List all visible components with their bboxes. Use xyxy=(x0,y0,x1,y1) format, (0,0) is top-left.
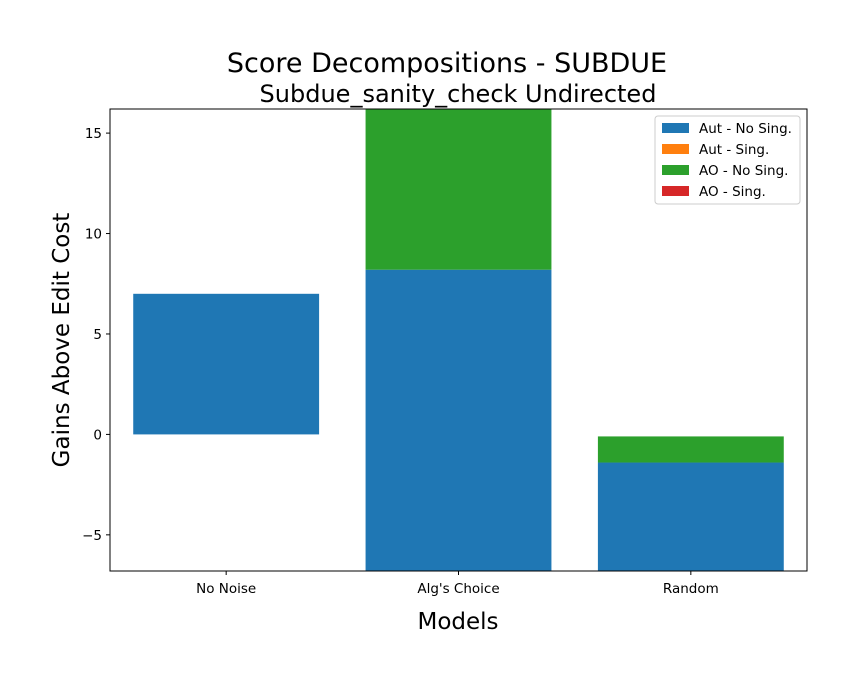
chart-title: Score Decompositions - SUBDUE xyxy=(227,48,667,79)
y-tick-label: 5 xyxy=(93,327,102,343)
x-tick-label: Random xyxy=(663,581,719,597)
legend-label: AO - No Sing. xyxy=(699,163,788,179)
y-axis-ticks: −5 0 5 10 15 xyxy=(82,126,110,544)
y-tick-label: 10 xyxy=(85,227,102,243)
chart-subtitle: Subdue_sanity_check Undirected xyxy=(260,80,657,108)
legend-label: AO - Sing. xyxy=(699,184,766,200)
x-axis-ticks: No Noise Alg's Choice Random xyxy=(196,571,719,597)
y-tick-label: −5 xyxy=(82,528,102,544)
legend-swatch xyxy=(662,123,689,133)
legend-swatch xyxy=(662,144,689,154)
x-tick-label: No Noise xyxy=(196,581,256,597)
y-axis-label: Gains Above Edit Cost xyxy=(49,213,75,468)
legend-label: Aut - No Sing. xyxy=(699,121,792,137)
legend-label: Aut - Sing. xyxy=(699,142,769,158)
legend-swatch xyxy=(662,165,689,175)
y-tick-label: 15 xyxy=(85,126,102,142)
bar-2-1 xyxy=(365,109,552,270)
legend-swatch xyxy=(662,186,689,196)
bar-0-2 xyxy=(597,462,784,571)
legend: Aut - No Sing. Aut - Sing. AO - No Sing. AO… xyxy=(654,115,801,205)
bar-0-1 xyxy=(365,269,552,571)
bars-group xyxy=(133,109,784,571)
y-tick-label: 0 xyxy=(93,427,102,443)
bar-2-2 xyxy=(597,436,784,463)
x-axis-label: Models xyxy=(417,609,498,635)
legend-box xyxy=(654,115,801,205)
x-tick-label: Alg's Choice xyxy=(417,581,499,597)
bar-0-0 xyxy=(133,293,320,435)
